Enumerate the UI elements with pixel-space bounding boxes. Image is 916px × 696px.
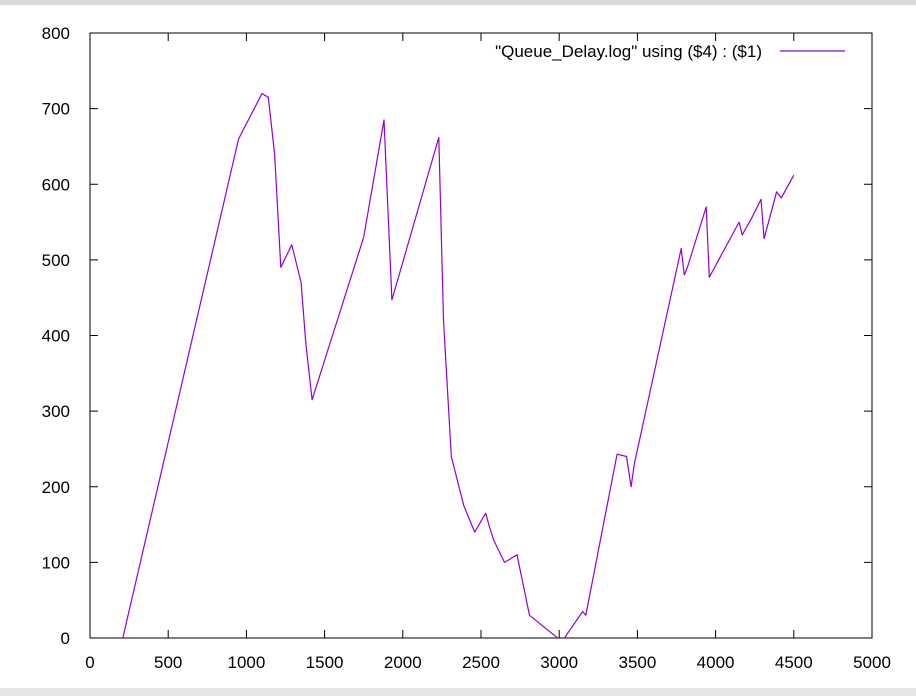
x-tick-label: 2000 xyxy=(384,653,422,672)
y-tick-label: 300 xyxy=(42,402,70,421)
x-tick-label: 4000 xyxy=(697,653,735,672)
y-tick-label: 500 xyxy=(42,251,70,270)
x-tick-label: 3500 xyxy=(618,653,656,672)
plot-frame xyxy=(89,32,873,639)
x-axis: 0 500 1000 1500 2000 2500 3000 3500 4000 4500 5000 xyxy=(85,33,891,672)
x-tick-label: 4500 xyxy=(775,653,813,672)
x-tick-label: 1500 xyxy=(306,653,344,672)
x-tick-label: 1000 xyxy=(227,653,265,672)
y-tick-label: 0 xyxy=(61,629,70,648)
x-tick-label: 500 xyxy=(154,653,182,672)
y-tick-label: 700 xyxy=(42,100,70,119)
legend-label: "Queue_Delay.log" using ($4) : ($1) xyxy=(495,42,762,61)
y-tick-label: 100 xyxy=(42,553,70,572)
y-axis: 0 100 200 300 400 500 600 700 800 xyxy=(42,24,872,648)
series-line-0 xyxy=(122,92,795,638)
y-tick-label: 600 xyxy=(42,175,70,194)
window-bottom-border xyxy=(0,688,916,696)
x-tick-label: 2500 xyxy=(462,653,500,672)
y-tick-label: 800 xyxy=(42,24,70,43)
y-tick-label: 200 xyxy=(42,478,70,497)
y-tick-label: 400 xyxy=(42,327,70,346)
series-layer xyxy=(122,92,795,638)
window-top-border xyxy=(0,0,916,5)
x-tick-label: 5000 xyxy=(853,653,891,672)
x-tick-label: 3000 xyxy=(540,653,578,672)
x-tick-label: 0 xyxy=(85,653,94,672)
legend: "Queue_Delay.log" using ($4) : ($1) xyxy=(495,42,845,61)
plot-border xyxy=(89,32,873,639)
